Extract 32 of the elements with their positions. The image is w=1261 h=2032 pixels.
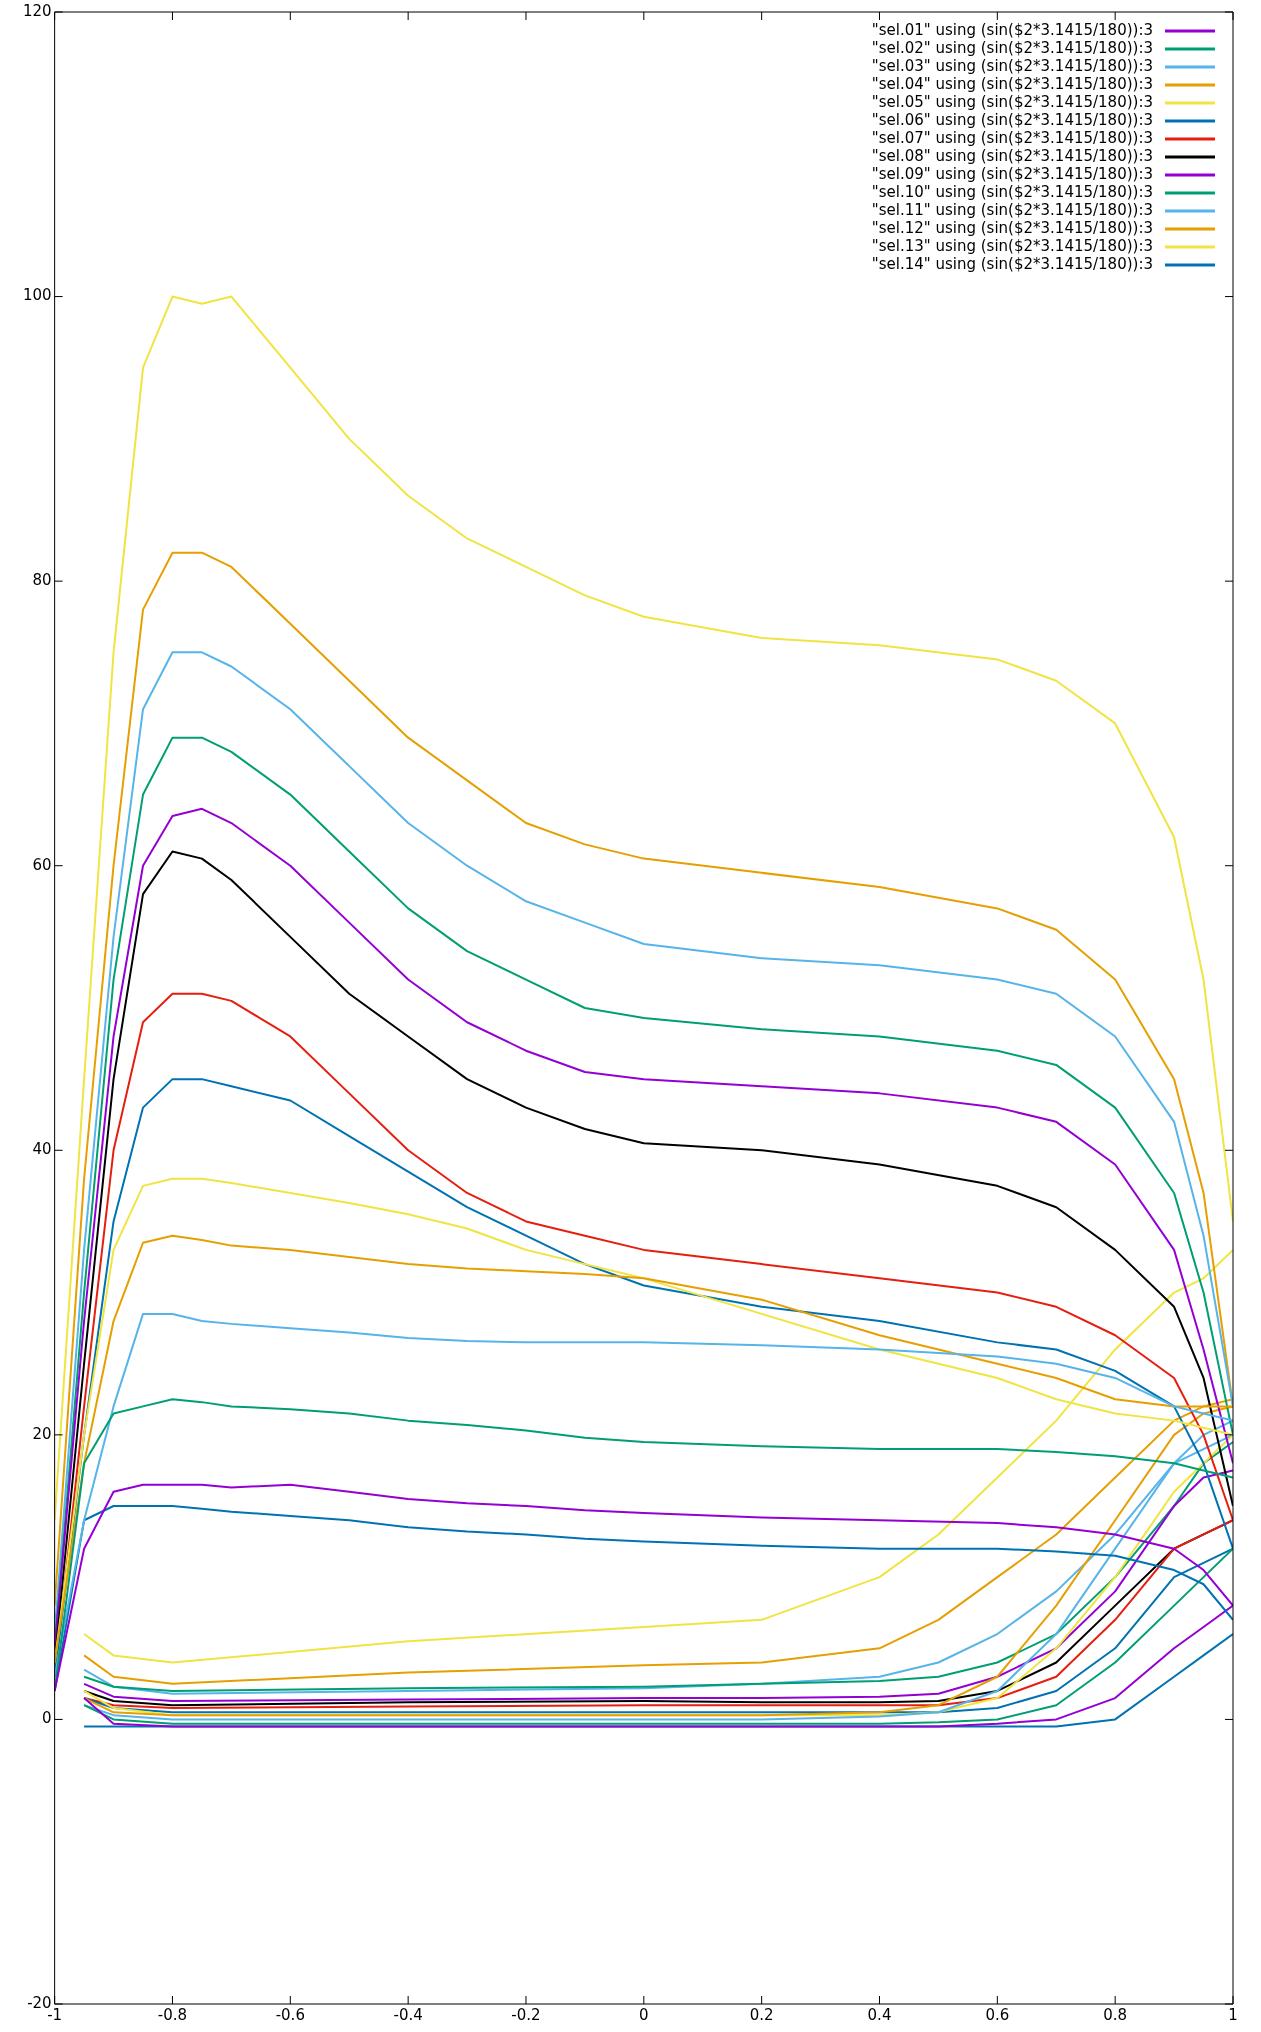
y-tick-label: 80 [32,571,52,590]
legend-label: "sel.09" using (sin($2*3.1415/180)):3 [871,164,1153,183]
legend-label: "sel.05" using (sin($2*3.1415/180)):3 [871,92,1153,111]
y-tick-label: -20 [27,1993,52,2012]
y-tick-label: 120 [22,1,52,20]
y-tick-label: 0 [42,1709,52,1728]
x-tick-label: -0.6 [275,2005,305,2024]
y-tick-label: 20 [32,1424,52,1443]
x-tick-label: 0.4 [867,2005,892,2024]
x-tick-label: 0.2 [749,2005,774,2024]
x-tick-label: 0.6 [985,2005,1010,2024]
legend-label: "sel.03" using (sin($2*3.1415/180)):3 [871,56,1153,75]
x-tick-label: 1 [1228,2005,1238,2024]
legend-label: "sel.10" using (sin($2*3.1415/180)):3 [871,182,1153,201]
legend-label: "sel.12" using (sin($2*3.1415/180)):3 [871,218,1153,237]
x-tick-label: 0 [639,2005,649,2024]
legend-label: "sel.11" using (sin($2*3.1415/180)):3 [871,200,1153,219]
x-tick-label: -0.8 [157,2005,188,2024]
y-tick-label: 100 [22,286,52,305]
y-tick-label: 60 [32,855,52,874]
x-tick-label: -0.4 [393,2005,423,2024]
x-tick-label: -0.2 [511,2005,541,2024]
legend-label: "sel.04" using (sin($2*3.1415/180)):3 [871,74,1153,93]
legend-label: "sel.02" using (sin($2*3.1415/180)):3 [871,38,1153,57]
legend-label: "sel.06" using (sin($2*3.1415/180)):3 [871,110,1153,129]
legend-label: "sel.13" using (sin($2*3.1415/180)):3 [871,236,1153,255]
legend-label: "sel.14" using (sin($2*3.1415/180)):3 [871,254,1153,273]
legend-label: "sel.08" using (sin($2*3.1415/180)):3 [871,146,1153,165]
y-tick-label: 40 [32,1140,52,1159]
legend-label: "sel.01" using (sin($2*3.1415/180)):3 [871,20,1153,39]
legend-label: "sel.07" using (sin($2*3.1415/180)):3 [871,128,1153,147]
x-tick-label: 0.8 [1103,2005,1128,2024]
